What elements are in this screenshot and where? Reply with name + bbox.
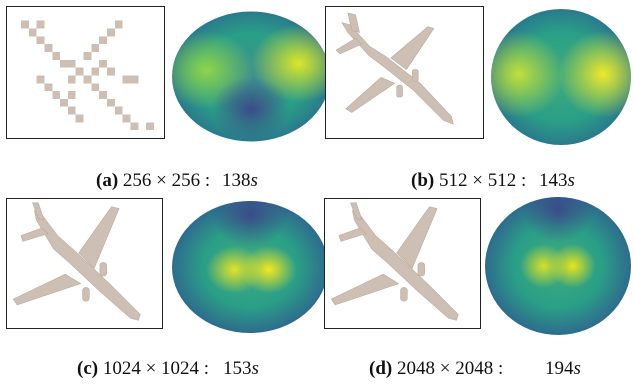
caption-time: 194s (545, 358, 581, 379)
caption-resolution: 1024 × 1024 : (102, 358, 210, 379)
caption-label: (a) (96, 170, 119, 191)
caption-time: 153s (223, 358, 259, 379)
caption-a: (a) 256 × 256 : 138s (96, 170, 296, 194)
caption-resolution: 512 × 512 : (438, 170, 527, 191)
heatmap-disk-a (171, 11, 331, 142)
caption-c: (c) 1024 × 1024 : 153s (77, 358, 297, 382)
heatmap-disk-b (490, 8, 632, 146)
heatmap-disk-d (484, 196, 632, 336)
airplane-render-a (6, 6, 165, 139)
caption-label: (b) (411, 170, 435, 191)
airplane-render-d (324, 198, 481, 329)
airplane-icon (12, 202, 141, 321)
caption-time: 143s (539, 170, 575, 191)
airplane-render-b (325, 6, 484, 139)
caption-label: (c) (77, 358, 99, 379)
caption-time: 138s (222, 170, 258, 191)
airplane-icon (335, 12, 454, 125)
caption-d: (d) 2048 × 2048 : 194s (369, 358, 609, 382)
caption-label: (d) (369, 358, 393, 379)
caption-resolution: 256 × 256 : (122, 170, 211, 191)
caption-resolution: 2048 × 2048 : (396, 358, 504, 379)
airplane-icon (20, 20, 154, 131)
caption-b: (b) 512 × 512 : 143s (411, 170, 611, 194)
airplane-render-c (6, 198, 163, 329)
heatmap-disk-c (171, 200, 329, 334)
airplane-icon (330, 202, 459, 321)
